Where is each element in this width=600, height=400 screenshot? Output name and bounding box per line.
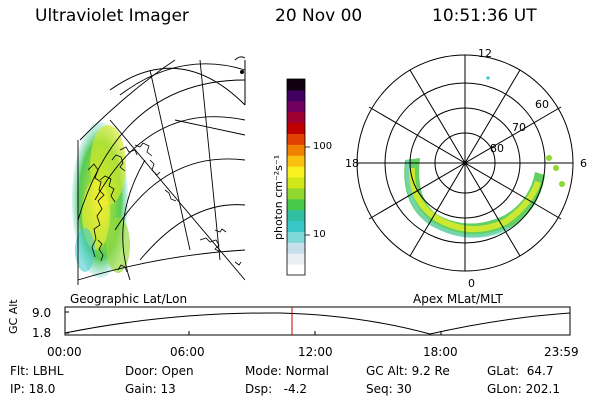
glon-value: 202.1 [525,382,560,396]
date-label: 20 Nov 00 [275,6,363,26]
geo-aurora-emission [72,122,130,278]
colorbar-tick-100: 100 [313,141,333,152]
xtick-0600: 06:00 [170,345,205,359]
status-mode: Mode: Normal [245,364,329,378]
status-flt: Flt: LBHL [10,364,63,378]
flt-value: LBHL [32,364,64,378]
status-seq: Seq: 30 [366,382,412,396]
status-dsp: Dsp: -4.2 [245,382,307,396]
colorbar-segment [287,133,305,145]
gain-value: 13 [160,382,176,396]
colorbar-segment [287,253,305,265]
colorbar-segment [287,231,305,243]
status-door: Door: Open [125,364,194,378]
mlt-label-6: 6 [580,157,587,170]
colorbar-segment [287,100,305,113]
xtick-1200: 12:00 [298,345,333,359]
mode-label: Mode: [245,364,282,378]
colorbar-segment [287,111,305,124]
colorbar-unit-label: photon cm⁻²s⁻¹ [272,154,285,240]
colorbar-segment [287,242,305,254]
xtick-1800: 18:00 [423,345,458,359]
colorbar-segment [287,155,305,167]
seq-value: 30 [396,382,412,396]
polar-grid [356,54,574,272]
polar-panel [356,54,574,272]
colorbar [286,78,310,276]
polar-aurora-emission [404,76,565,238]
colorbar-segment [287,209,305,222]
seq-label: Seq: [366,382,393,396]
geo-limb [109,56,246,106]
colorbar-segment [287,166,305,178]
dsp-value: -4.2 [283,382,308,396]
altitude-plot [64,306,571,336]
door-label: Door: [125,364,158,378]
altitude-ytick-low: 1.8 [32,326,52,340]
geo-grid [77,59,246,285]
gain-label: Gain: [125,382,157,396]
time-label: 10:51:36 UT [432,6,537,26]
ip-value: 18.0 [28,382,56,396]
dsp-label: Dsp: [245,382,273,396]
geo-coastlines [87,142,242,273]
mlat-label-80: 80 [490,142,504,155]
colorbar-segment [287,122,305,134]
mode-value: Normal [285,364,329,378]
status-ip: IP: 18.0 [10,382,55,396]
colorbar-segment [287,89,305,102]
colorbar-tick-10: 10 [313,229,326,240]
status-glon: GLon: 202.1 [487,382,560,396]
mlat-label-70: 70 [512,121,526,134]
gcalt-value: 9.2 Re [411,364,450,378]
altitude-ytick-high: 9.0 [32,306,52,320]
ip-label: IP: [10,382,25,396]
geo-panel-label: Geographic Lat/Lon [70,292,188,306]
xtick-0000: 00:00 [47,345,82,359]
gcalt-label: GC Alt: [366,364,408,378]
colorbar-segment [287,144,305,156]
colorbar-segment [287,177,305,189]
mlt-label-0: 0 [468,277,475,290]
status-glat: GLat: 64.7 [487,364,553,378]
glat-value: 64.7 [526,364,554,378]
door-value: Open [161,364,194,378]
instrument-title: Ultraviolet Imager [35,6,189,26]
flt-label: Flt: [10,364,29,378]
altitude-ylabel: GC Alt [7,299,20,334]
colorbar-segment [287,187,305,200]
colorbar-segment [287,264,305,276]
colorbar-segment [287,79,305,91]
colorbar-segment [287,220,305,232]
mlt-label-12: 12 [478,47,492,60]
mlat-label-60: 60 [535,98,549,111]
geographic-panel [72,56,246,285]
glat-label: GLat: [487,364,520,378]
mlt-label-18: 18 [345,157,359,170]
glon-label: GLon: [487,382,522,396]
status-gain: Gain: 13 [125,382,176,396]
colorbar-segment [287,198,305,211]
status-gcalt: GC Alt: 9.2 Re [366,364,450,378]
xtick-2359: 23:59 [544,345,579,359]
polar-panel-label: Apex MLat/MLT [413,292,503,306]
